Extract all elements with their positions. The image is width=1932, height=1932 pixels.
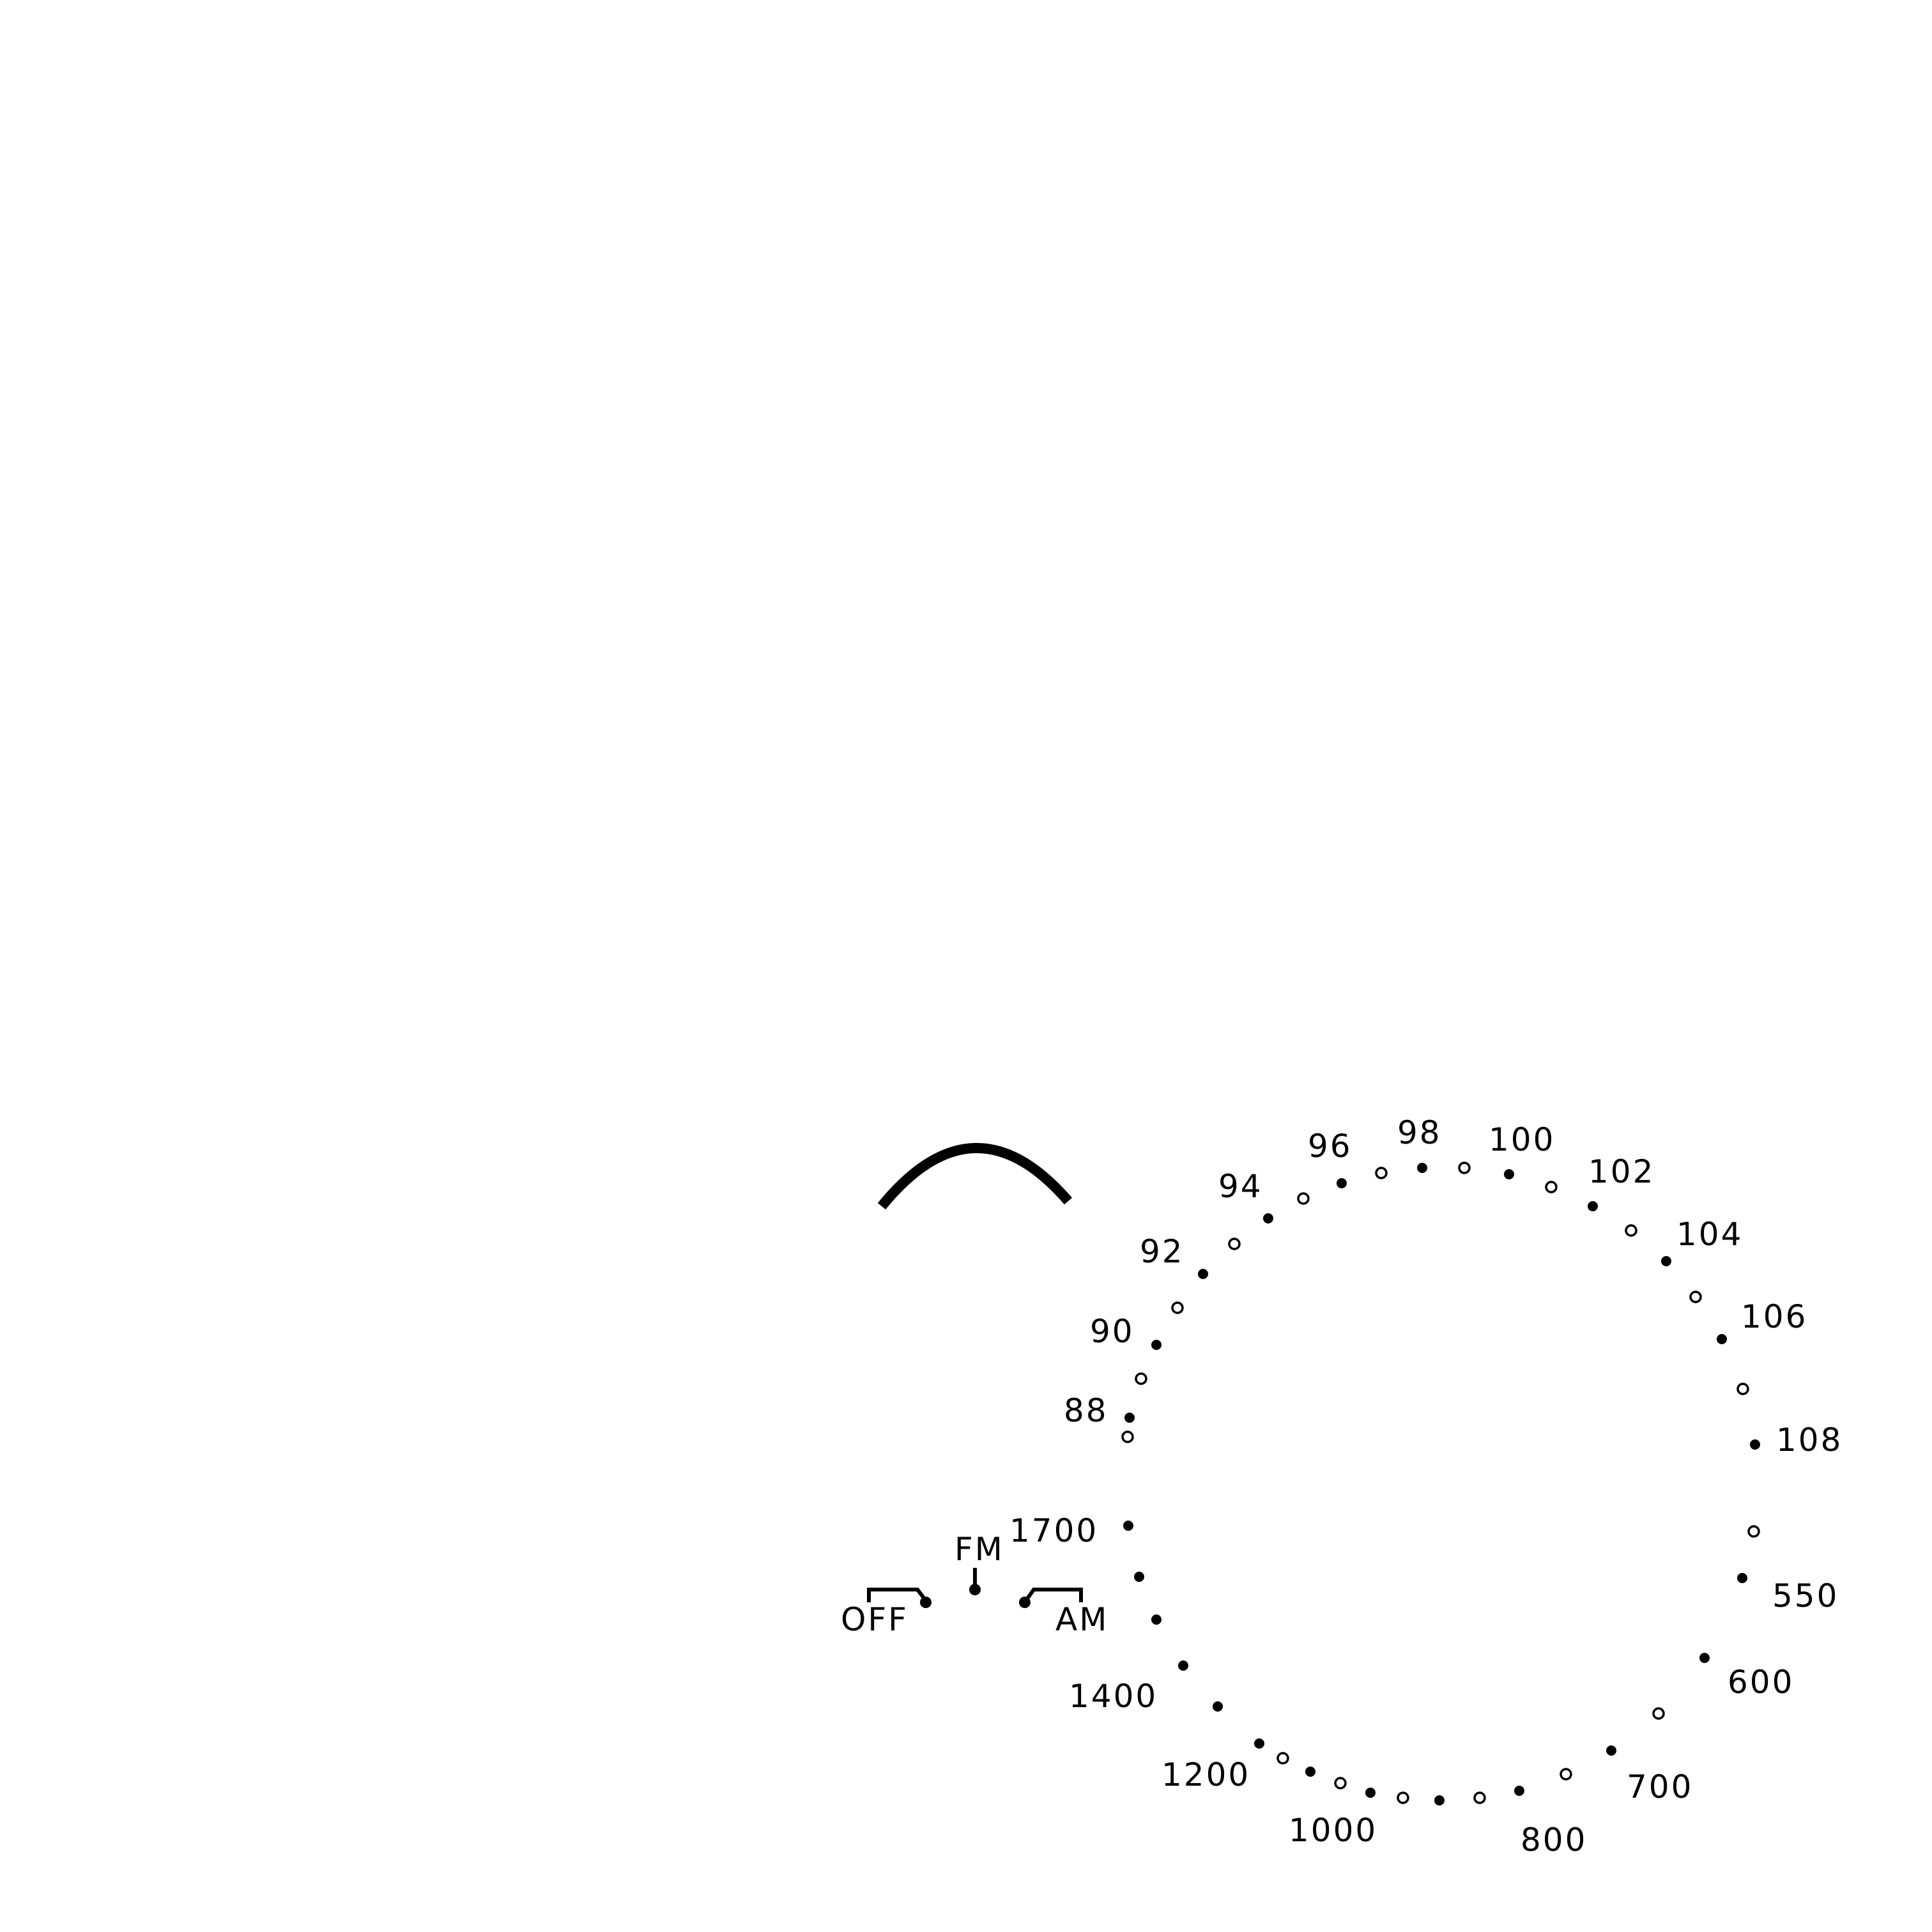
fm-label: FM	[954, 1531, 1004, 1568]
am-tick-1000	[1365, 1788, 1376, 1798]
fm-tick-94	[1263, 1213, 1273, 1223]
am-switch-dot	[1019, 1597, 1031, 1608]
am-tick-600	[1699, 1653, 1710, 1663]
off-switch-dot	[920, 1597, 931, 1608]
am-tick-550	[1737, 1573, 1747, 1583]
fm-tick-90	[1151, 1340, 1162, 1350]
fm-tick-96	[1337, 1178, 1347, 1188]
fm-tick-open	[1375, 1167, 1388, 1179]
fm-tick-104	[1661, 1256, 1671, 1266]
fm-label-92: 92	[1140, 1233, 1184, 1270]
am-tick-open	[1397, 1791, 1409, 1804]
am-label-1700: 1700	[1009, 1512, 1098, 1549]
fm-tick-92	[1198, 1269, 1208, 1279]
am-label-600: 600	[1728, 1664, 1794, 1701]
fm-tick-open	[1171, 1301, 1184, 1314]
am-label-1200: 1200	[1162, 1756, 1250, 1793]
fm-tick-open	[1736, 1383, 1749, 1395]
fm-tick-98	[1417, 1163, 1427, 1173]
am-label-700: 700	[1627, 1768, 1693, 1805]
fm-scale-ticks	[1121, 1162, 1760, 1450]
am-tick-open	[1652, 1707, 1665, 1720]
am-tick	[1151, 1614, 1162, 1625]
fm-tick-open	[1625, 1224, 1637, 1237]
fm-switch-dot	[969, 1584, 981, 1595]
off-switch-contact	[867, 1588, 929, 1604]
am-tick	[1213, 1701, 1223, 1712]
am-tick-800	[1514, 1786, 1524, 1796]
fm-tick-open	[1689, 1291, 1702, 1303]
am-label: AM	[1055, 1601, 1108, 1638]
am-tick	[1134, 1572, 1144, 1582]
am-tick-open	[1276, 1752, 1289, 1765]
fm-tick-108	[1750, 1439, 1760, 1450]
fm-tick-open	[1458, 1162, 1471, 1174]
band-switch: OFF FM AM	[841, 1531, 1108, 1638]
fm-label-100: 100	[1489, 1121, 1555, 1158]
am-scale-ticks	[1123, 1521, 1760, 1805]
am-tick	[1305, 1767, 1315, 1777]
am-tick-1700	[1123, 1521, 1133, 1531]
am-tick-700	[1606, 1745, 1616, 1756]
fm-tick-102	[1588, 1201, 1598, 1211]
fm-tick-100	[1504, 1169, 1514, 1179]
fm-label-90: 90	[1090, 1313, 1135, 1350]
fm-tick-106	[1717, 1334, 1727, 1344]
fm-label-94: 94	[1218, 1168, 1263, 1205]
am-tick	[1434, 1795, 1445, 1805]
fm-tick-open	[1545, 1181, 1558, 1193]
am-tick-open	[1747, 1525, 1760, 1538]
fm-tick-open	[1297, 1192, 1310, 1205]
fm-label-106: 106	[1741, 1298, 1807, 1335]
fm-label-102: 102	[1588, 1153, 1655, 1190]
am-label-800: 800	[1521, 1821, 1587, 1859]
am-tick-open	[1334, 1777, 1347, 1790]
am-switch-contact	[1023, 1588, 1083, 1604]
fm-tick-open	[1135, 1372, 1147, 1385]
fm-label-108: 108	[1776, 1422, 1843, 1459]
am-label-1400: 1400	[1069, 1678, 1158, 1715]
fm-label-104: 104	[1676, 1216, 1743, 1253]
am-tick-1200	[1254, 1738, 1264, 1749]
fm-tick-88	[1124, 1413, 1135, 1423]
fm-tick-open	[1121, 1430, 1134, 1443]
am-tick-1400	[1178, 1660, 1188, 1671]
fm-label-98: 98	[1397, 1114, 1442, 1151]
am-scale-labels: 550 600 700 800 1000 1200 1400 1700	[1009, 1512, 1839, 1859]
am-label-550: 550	[1772, 1577, 1839, 1614]
fm-scale-labels: 88 90 92 94 96 98 100 102 104 106 108	[1064, 1114, 1843, 1459]
pointer-arc	[877, 1143, 1073, 1210]
fm-label-88: 88	[1064, 1392, 1108, 1429]
fm-label-96: 96	[1308, 1128, 1353, 1165]
off-label: OFF	[841, 1601, 908, 1638]
fm-tick-open	[1228, 1238, 1241, 1250]
am-tick-open	[1473, 1791, 1486, 1804]
am-label-1000: 1000	[1289, 1812, 1377, 1849]
am-tick-open	[1560, 1768, 1572, 1781]
